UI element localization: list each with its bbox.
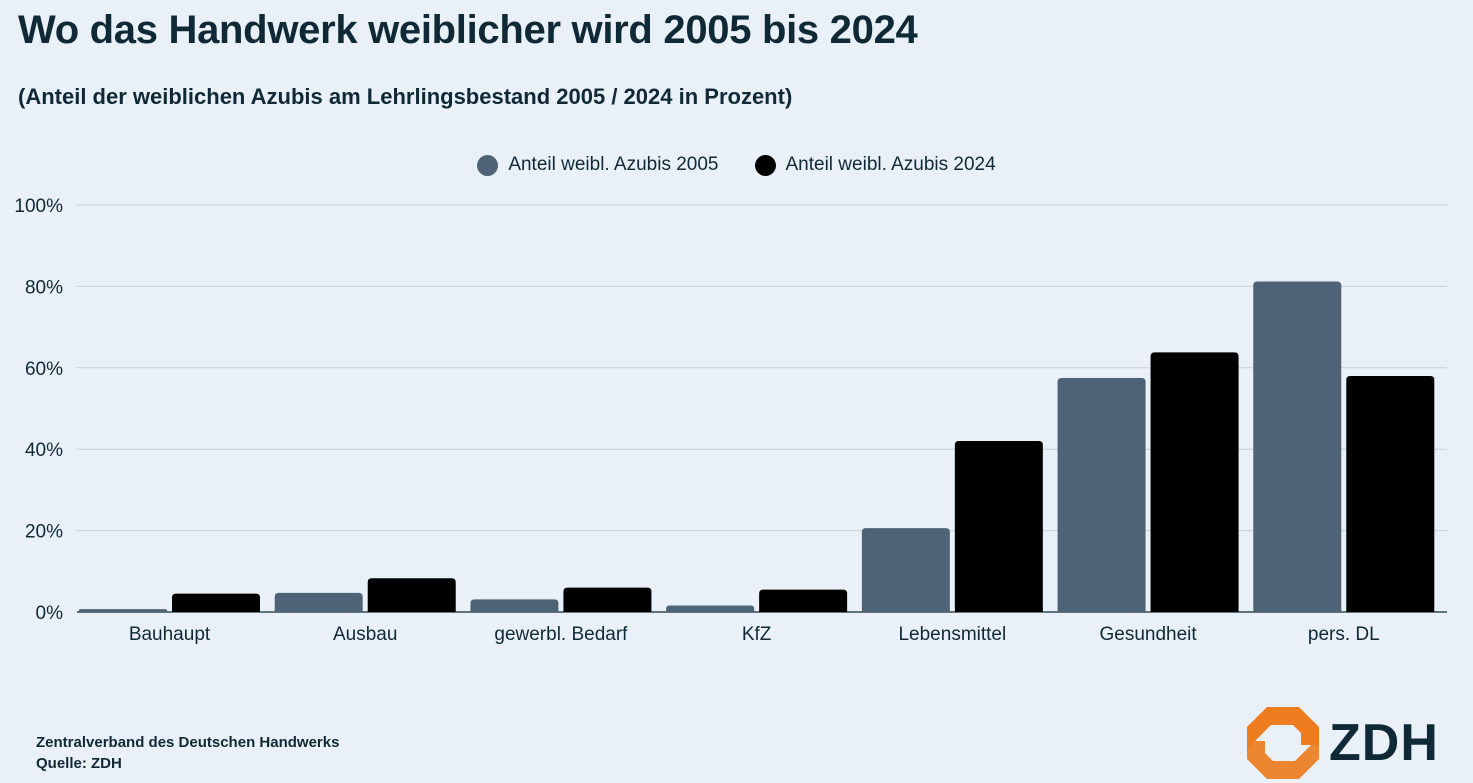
y-tick-label: 80% [25,277,63,298]
x-tick-label: gewerbl. Bedarf [494,624,628,645]
y-tick-label: 60% [25,359,63,380]
footer-source: Quelle: ZDH [36,755,122,772]
x-tick-label: Lebensmittel [898,624,1006,645]
bar-2024 [1150,352,1239,612]
legend-label-2024: Anteil weibl. Azubis 2024 [785,154,996,175]
zdh-logo: ZDH [1245,705,1439,781]
legend-marker-2005 [477,154,499,176]
legend-marker-2024 [754,154,776,176]
x-tick-label: KfZ [742,624,772,645]
y-tick-label: 20% [25,522,63,543]
chart-title: Wo das Handwerk weiblicher wird 2005 bis… [18,8,918,52]
bar-2024 [172,593,260,612]
legend-label-2005: Anteil weibl. Azubis 2005 [508,154,719,175]
y-tick-label: 40% [25,440,63,461]
footer: Zentralverband des Deutschen Handwerks Q… [36,732,339,774]
bar-2005 [1057,377,1146,612]
y-tick-label: 0% [36,603,64,624]
x-tick-label: Gesundheit [1099,624,1197,645]
bar-2005 [79,609,167,612]
bar-2024 [954,441,1043,612]
bar-2024 [367,578,456,612]
x-tick-label: Bauhaupt [129,624,211,645]
legend-item-2005: Anteil weibl. Azubis 2005 [477,154,719,176]
bar-2005 [861,528,950,612]
bar-2005 [274,592,363,612]
chart-legend: Anteil weibl. Azubis 2005 Anteil weibl. … [0,154,1473,176]
logo-text: ZDH [1329,714,1439,772]
bar-2024 [1346,375,1435,612]
bar-2005 [470,599,559,612]
x-tick-label: Ausbau [333,624,397,645]
bar-2024 [563,587,652,612]
chart-subtitle: (Anteil der weiblichen Azubis am Lehrlin… [18,84,793,109]
x-tick-label: pers. DL [1308,624,1380,645]
footer-org: Zentralverband des Deutschen Handwerks [36,734,340,751]
zdh-logo-mark-icon [1247,707,1319,779]
bar-2024 [759,589,848,612]
y-tick-label: 100% [14,196,63,217]
bar-2005 [1253,281,1342,612]
bar-2005 [666,605,755,612]
legend-item-2024: Anteil weibl. Azubis 2024 [754,154,996,176]
